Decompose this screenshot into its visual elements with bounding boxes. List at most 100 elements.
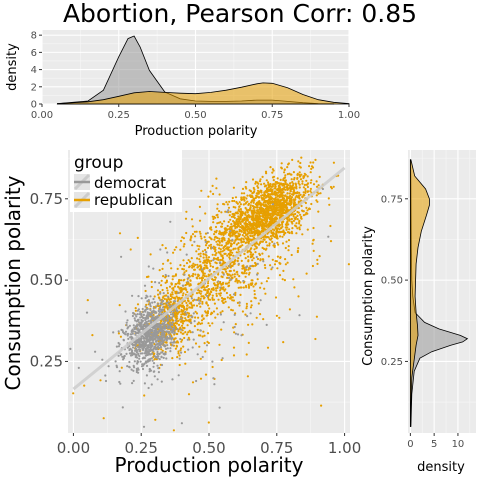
point-republican (134, 307, 137, 310)
point-republican (298, 173, 301, 177)
point-republican (203, 272, 206, 275)
point-democrat (127, 332, 130, 335)
point-republican (265, 241, 268, 244)
point-republican (246, 194, 249, 197)
point-democrat (158, 335, 161, 338)
point-republican (203, 296, 206, 299)
point-democrat (132, 330, 135, 333)
point-republican (215, 307, 218, 310)
point-republican (273, 204, 276, 207)
point-republican (211, 184, 214, 187)
point-republican (237, 279, 240, 282)
point-republican (182, 345, 185, 348)
point-republican (268, 224, 271, 227)
point-republican (221, 240, 224, 243)
point-republican (252, 285, 255, 288)
point-republican (247, 259, 250, 262)
point-democrat (160, 334, 163, 337)
point-republican (266, 195, 269, 198)
point-democrat (158, 281, 161, 284)
point-republican (251, 216, 254, 219)
point-democrat (219, 286, 222, 289)
point-republican (256, 216, 259, 220)
point-republican (214, 250, 217, 253)
point-republican (203, 264, 206, 267)
point-republican (158, 269, 161, 272)
point-democrat (148, 336, 151, 339)
point-republican (185, 269, 188, 272)
point-republican (265, 207, 269, 210)
point-republican (168, 285, 172, 288)
point-republican (206, 246, 210, 249)
point-republican (295, 222, 298, 225)
point-republican (227, 220, 230, 224)
point-republican (297, 160, 300, 163)
point-republican (207, 240, 210, 243)
point-republican (316, 200, 319, 203)
point-republican (263, 264, 266, 267)
point-republican (300, 156, 303, 159)
point-republican (182, 305, 185, 309)
point-republican (207, 322, 210, 325)
point-republican (160, 279, 163, 282)
point-democrat (249, 265, 252, 268)
point-republican (239, 208, 242, 211)
x-tick-label: 5 (431, 439, 437, 450)
point-republican (200, 266, 203, 269)
point-democrat (138, 338, 141, 341)
point-republican (278, 195, 282, 198)
point-republican (275, 232, 278, 235)
point-democrat (131, 314, 134, 318)
point-republican (282, 211, 285, 214)
point-republican (129, 248, 132, 251)
point-republican (256, 189, 260, 192)
point-democrat (135, 349, 139, 352)
point-republican (117, 332, 120, 335)
point-democrat (136, 313, 139, 316)
point-democrat (169, 350, 172, 353)
y-tick-label: 2 (31, 82, 37, 93)
point-democrat (193, 320, 196, 323)
point-republican (298, 226, 301, 229)
point-democrat (139, 346, 142, 349)
point-republican (287, 239, 291, 242)
point-republican (271, 171, 274, 174)
point-republican (237, 209, 240, 212)
point-republican (263, 199, 266, 202)
point-democrat (159, 344, 162, 347)
point-republican (182, 259, 185, 262)
point-republican (208, 236, 211, 239)
point-democrat (152, 365, 155, 368)
point-republican (183, 271, 186, 274)
point-republican (254, 206, 257, 209)
point-democrat (139, 310, 142, 313)
point-republican (199, 255, 202, 258)
point-democrat (192, 312, 195, 315)
point-republican (284, 258, 287, 261)
point-republican (216, 267, 219, 270)
point-republican (224, 300, 227, 303)
point-democrat (185, 313, 188, 316)
point-republican (187, 314, 190, 317)
point-republican (311, 242, 314, 245)
point-democrat (124, 330, 128, 333)
point-democrat (153, 301, 156, 304)
point-republican (231, 264, 234, 267)
y-tick-label: 0.50 (30, 271, 63, 289)
point-republican (173, 314, 176, 317)
point-republican (231, 229, 234, 232)
point-republican (221, 275, 224, 279)
point-republican (165, 305, 168, 308)
point-democrat (155, 305, 158, 308)
point-republican (177, 319, 180, 322)
point-democrat (145, 340, 148, 344)
point-republican (309, 181, 312, 184)
point-republican (300, 173, 303, 176)
point-republican (238, 201, 241, 204)
point-republican (257, 210, 260, 214)
point-republican (201, 250, 204, 253)
point-republican (288, 192, 291, 195)
point-republican (220, 211, 223, 214)
point-republican (347, 263, 350, 266)
point-republican (262, 204, 266, 207)
